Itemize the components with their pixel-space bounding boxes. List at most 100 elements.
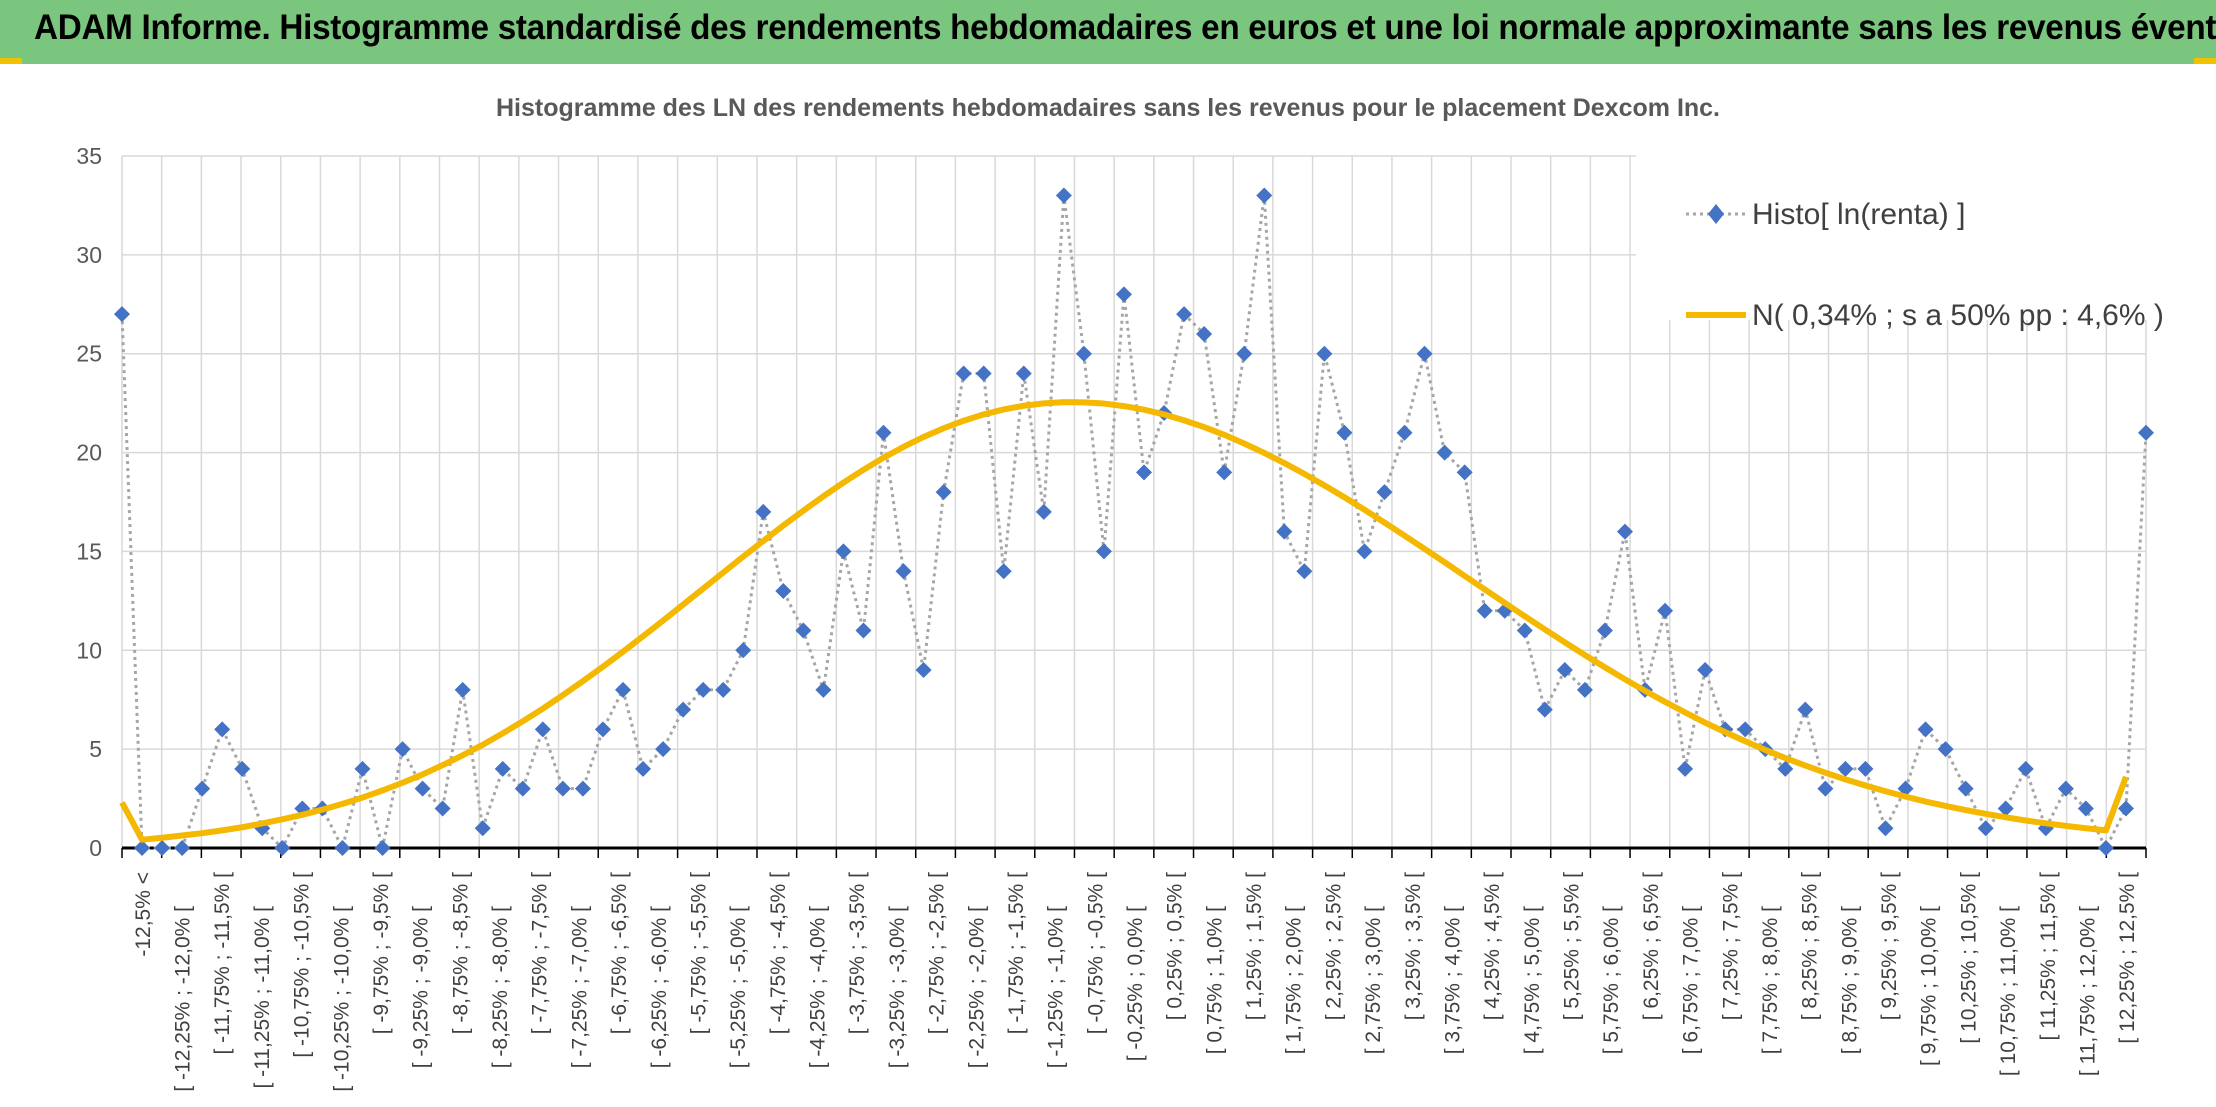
histogram-point (655, 741, 672, 758)
x-tick-label: [ -4,25% ; -4,0% [ (807, 906, 830, 1068)
histogram-point (1316, 345, 1333, 362)
histogram-point (274, 840, 291, 856)
y-tick-label: 5 (89, 736, 102, 762)
histogram-point (715, 681, 732, 698)
report-banner: ADAM Informe. Histogramme standardisé de… (0, 0, 2216, 64)
histogram-point (795, 622, 812, 639)
y-tick-label: 10 (76, 637, 102, 663)
histogram-point (1396, 424, 1413, 441)
grid-lines (121, 155, 2147, 849)
histogram-series (114, 187, 2154, 856)
histogram-point (1196, 325, 1213, 342)
histogram-point (454, 681, 471, 698)
histogram-point (1817, 780, 1834, 797)
y-tick-label: 25 (76, 341, 102, 367)
y-tick-label: 20 (76, 440, 102, 466)
histogram-point (1035, 503, 1052, 520)
histogram-point (1416, 345, 1433, 362)
histogram-point (174, 840, 191, 856)
histogram-point (1136, 464, 1153, 481)
x-tick-label: [ -8,75% ; -8,5% [ (449, 872, 472, 1034)
histogram-point (1095, 543, 1112, 560)
x-tick-label: [ 3,25% ; 3,5% [ (1402, 872, 1425, 1020)
histogram-point (1837, 760, 1854, 777)
x-tick-label: [ -3,25% ; -3,0% [ (886, 906, 909, 1068)
histogram-point (494, 760, 511, 777)
x-tick-label: [ -1,25% ; -1,0% [ (1045, 906, 1068, 1068)
histogram-point (1336, 424, 1353, 441)
x-tick-label: [ 2,25% ; 2,5% [ (1322, 872, 1345, 1020)
x-tick-label: [ -12,25% ; -12,0% [ (172, 906, 195, 1092)
histogram-point (1576, 681, 1593, 698)
x-tick-label: [ 0,25% ; 0,5% [ (1164, 872, 1187, 1020)
x-tick-label: [ -9,75% ; -9,5% [ (370, 872, 393, 1034)
x-tick-label: [ 8,25% ; 8,5% [ (1799, 872, 1822, 1020)
x-tick-label: [ 1,25% ; 1,5% [ (1243, 872, 1266, 1020)
x-tick-label: [ -11,75% ; -11,5% [ (211, 872, 234, 1055)
normal-curve-line (119, 399, 2129, 843)
x-tick-label: [ -6,75% ; -6,5% [ (608, 872, 631, 1034)
histogram-point (975, 365, 992, 382)
legend-histo-label: Histo[ ln(renta) ] (1752, 198, 1965, 231)
x-tick-label: [ 10,75% ; 11,0% [ (1997, 906, 2020, 1076)
histogram-point (2117, 800, 2134, 817)
histogram-point (1436, 444, 1453, 461)
histogram-point (1236, 345, 1253, 362)
x-tick-label: [ 7,75% ; 8,0% [ (1759, 906, 1782, 1054)
histogram-chart: Histogramme des LN des rendements hebdom… (76, 94, 2196, 1092)
x-tick-label: [ -1,75% ; -1,5% [ (1005, 872, 1028, 1034)
histogram-point (1737, 721, 1754, 738)
histogram-point (835, 543, 852, 560)
histogram-point (474, 820, 491, 837)
y-tick-label: 30 (76, 242, 102, 268)
histogram-point (1977, 820, 1994, 837)
histogram-point (735, 642, 752, 659)
histogram-point (114, 306, 130, 323)
x-tick-label: [ 9,75% ; 10,0% [ (1918, 906, 1941, 1066)
x-tick-label: [ 4,75% ; 5,0% [ (1521, 906, 1544, 1054)
legend-histo-marker (1708, 204, 1724, 224)
x-tick-label: [ 10,25% ; 10,5% [ (1957, 872, 1980, 1044)
histogram-point (134, 840, 151, 856)
histogram-point (2138, 424, 2154, 441)
normal-curve-series (119, 399, 2129, 843)
histogram-point (675, 701, 692, 718)
histogram-point (374, 840, 391, 856)
histogram-point (895, 563, 912, 580)
x-tick-label: [ 3,75% ; 4,0% [ (1441, 906, 1464, 1054)
histogram-point (1596, 622, 1613, 639)
histogram-point (695, 681, 712, 698)
histogram-point (1055, 187, 1072, 204)
histogram-point (1276, 523, 1293, 540)
histogram-point (1115, 286, 1132, 303)
histogram-point (534, 721, 551, 738)
histogram-point (1997, 800, 2014, 817)
histogram-point (1516, 622, 1533, 639)
histogram-line (120, 195, 2148, 853)
histogram-point (775, 582, 792, 599)
histogram-point (354, 760, 371, 777)
x-tick-label: [ 11,25% ; 11,5% [ (2037, 872, 2060, 1041)
histogram-point (1797, 701, 1814, 718)
x-tick-label: [ 6,25% ; 6,5% [ (1640, 872, 1663, 1020)
histogram-point (755, 503, 772, 520)
histogram-point (1176, 306, 1193, 323)
histogram-point (1857, 760, 1874, 777)
x-tick-label: [ -5,75% ; -5,5% [ (687, 872, 710, 1034)
x-tick-label: [ -5,25% ; -5,0% [ (727, 906, 750, 1068)
histogram-point (635, 760, 652, 777)
histogram-point (1356, 543, 1373, 560)
histogram-point (2097, 840, 2114, 856)
x-tick-label: -12,5% < (132, 872, 155, 957)
histogram-point (1677, 760, 1694, 777)
x-tick-label: [ -2,75% ; -2,5% [ (926, 872, 949, 1034)
x-tick-label: [ 7,25% ; 7,5% [ (1719, 872, 1742, 1020)
histogram-point (514, 780, 531, 797)
histogram-point (1536, 701, 1553, 718)
histogram-point (234, 760, 251, 777)
histogram-point (574, 780, 591, 797)
x-tick-label: [ -0,25% ; 0,0% [ (1124, 906, 1147, 1061)
x-tick-label: [ 2,75% ; 3,0% [ (1362, 906, 1385, 1054)
histogram-point (2057, 780, 2074, 797)
histogram-point (915, 662, 932, 679)
